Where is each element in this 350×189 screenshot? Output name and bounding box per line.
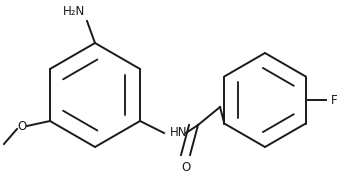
Text: H₂N: H₂N: [63, 5, 85, 18]
Text: HN: HN: [170, 126, 188, 139]
Text: F: F: [331, 94, 337, 106]
Text: O: O: [18, 119, 27, 132]
Text: O: O: [181, 161, 191, 174]
